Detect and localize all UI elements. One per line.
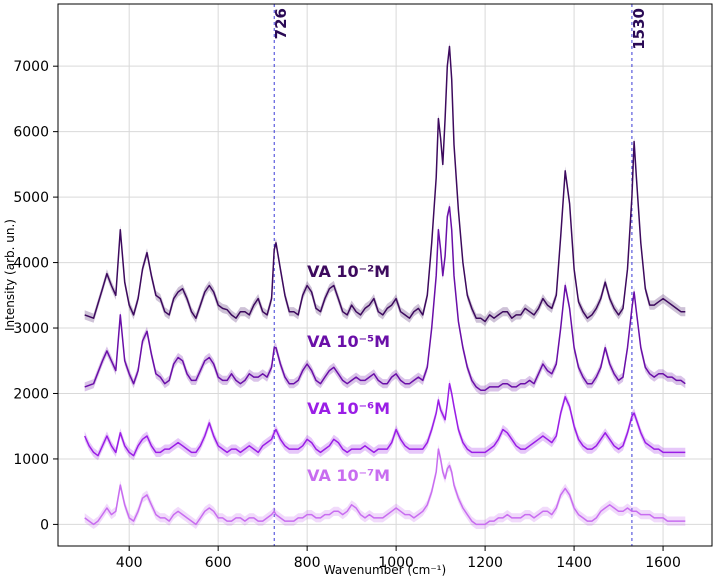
y-tick-label: 3000 — [13, 321, 49, 337]
annotation-labels: 726 1530 — [272, 8, 648, 50]
plot-frame — [57, 3, 713, 547]
y-tick-label: 7000 — [13, 59, 49, 75]
series-uncertainty-band — [84, 42, 686, 327]
annotation-label: 726 — [272, 8, 290, 39]
x-tick-label: 800 — [294, 555, 321, 571]
series-group — [84, 42, 686, 529]
series-label: VA 10⁻⁷M — [307, 466, 390, 485]
series-label: VA 10⁻⁵M — [307, 332, 390, 351]
x-tick-label: 1600 — [645, 555, 681, 571]
grid — [58, 4, 712, 546]
series-line — [84, 206, 686, 391]
x-tick-label: 1000 — [378, 555, 414, 571]
y-tick-label: 4000 — [13, 256, 49, 272]
y-tick-label: 6000 — [13, 125, 49, 141]
series-uncertainty-band — [84, 444, 686, 529]
y-axis-title: Intensity (arb. un.) — [3, 219, 17, 331]
annotation-lines — [273, 4, 633, 546]
y-tick-label: 0 — [40, 517, 49, 533]
x-tick-label: 1400 — [556, 555, 592, 571]
series-uncertainty-band — [84, 379, 686, 461]
y-tick-label: 2000 — [13, 386, 49, 402]
annotation-label: 1530 — [630, 8, 648, 50]
axis-ticks: 400 600 800 1000 1200 1400 1600 0 1000 2000 3000 40… — [13, 59, 681, 571]
series-labels: VA 10⁻²M VA 10⁻⁵M VA 10⁻⁶M VA 10⁻⁷M — [307, 262, 390, 485]
x-tick-label: 400 — [116, 555, 143, 571]
series-label: VA 10⁻²M — [307, 262, 390, 281]
series-line — [84, 45, 686, 323]
x-tick-label: 600 — [205, 555, 232, 571]
y-tick-label: 1000 — [13, 452, 49, 468]
x-axis-title: Wavenumber (cm⁻¹) — [324, 563, 446, 577]
series-line — [84, 382, 686, 457]
y-tick-label: 5000 — [13, 190, 49, 206]
series-label: VA 10⁻⁶M — [307, 399, 390, 418]
series-line — [84, 448, 686, 526]
x-tick-label: 1200 — [467, 555, 503, 571]
